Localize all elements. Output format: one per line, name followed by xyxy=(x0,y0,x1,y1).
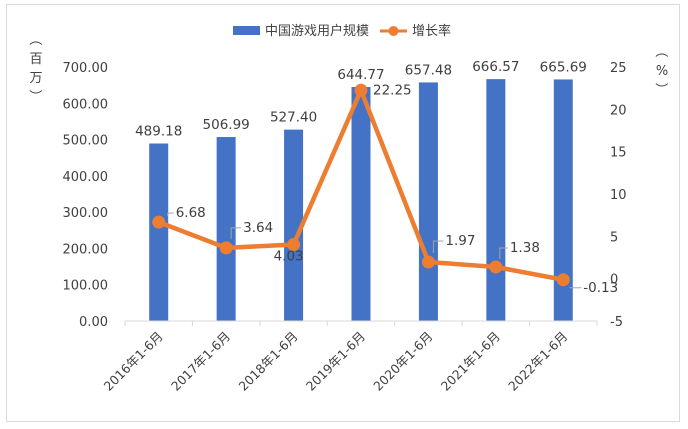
growth-point xyxy=(287,238,301,252)
growth-point xyxy=(489,260,503,274)
bar-value-label: 666.57 xyxy=(472,59,519,75)
right-tick-label: 25 xyxy=(610,61,627,76)
legend: 中国游戏用户规模 增长率 xyxy=(233,23,451,39)
bar-value-label: 644.77 xyxy=(337,67,384,83)
growth-value-label: -0.13 xyxy=(583,280,618,296)
left-tick-label: 300.00 xyxy=(63,206,109,221)
bar xyxy=(418,82,438,322)
left-tick-label: 100.00 xyxy=(63,279,109,294)
legend-line-label: 增长率 xyxy=(412,23,451,39)
growth-point xyxy=(556,273,570,287)
left-tick-label: 0.00 xyxy=(79,315,108,330)
growth-line xyxy=(152,83,570,287)
left-axis-title-char: ） xyxy=(27,89,42,102)
bars xyxy=(149,79,573,322)
legend-bar-swatch xyxy=(233,26,260,35)
right-tick-label: 5 xyxy=(610,230,618,245)
right-tick-label: 0 xyxy=(610,273,618,288)
growth-value-label: 3.64 xyxy=(243,220,273,236)
legend-line-marker xyxy=(388,26,399,36)
growth-value-label: 1.38 xyxy=(510,240,540,256)
right-tick-label: 10 xyxy=(610,188,627,203)
category-label: 2018年1-6月 xyxy=(235,329,300,394)
growth-value-label: 22.25 xyxy=(373,82,412,98)
right-axis-title-char: % xyxy=(656,64,668,79)
x-axis: 2016年1-6月 2017年1-6月 2018年1-6月 2019年1-6月 2020… xyxy=(101,320,598,394)
bar-value-label: 657.48 xyxy=(405,62,452,78)
growth-point xyxy=(219,241,233,255)
bar xyxy=(284,129,304,321)
bar-value-label: 665.69 xyxy=(540,59,587,75)
right-tick-label: -5 xyxy=(610,315,623,330)
growth-label-leader xyxy=(432,240,444,253)
category-label: 2016年1-6月 xyxy=(101,329,166,394)
category-label: 2017年1-6月 xyxy=(168,329,233,394)
right-tick-label: 20 xyxy=(610,103,627,118)
category-label: 2019年1-6月 xyxy=(303,329,368,394)
data-labels: 489.18 506.99 527.40 644.77 657.48 666.57 665.… xyxy=(135,59,618,296)
category-label: 2020年1-6月 xyxy=(370,329,435,394)
growth-value-label: 4.03 xyxy=(274,249,304,265)
bar xyxy=(553,79,573,321)
left-tick-label: 400.00 xyxy=(63,170,109,185)
growth-label-leader xyxy=(499,247,508,259)
growth-label-leader xyxy=(167,212,174,217)
right-axis-title-char: （ xyxy=(653,44,668,57)
bar xyxy=(149,143,169,321)
category-label: 2022年1-6月 xyxy=(505,329,570,394)
bar-value-label: 489.18 xyxy=(135,123,182,139)
left-axis-title-char: 百 xyxy=(29,52,42,67)
growth-label-leader xyxy=(230,227,242,239)
growth-point xyxy=(152,215,166,229)
left-axis-title-char: 万 xyxy=(29,71,42,86)
bar-value-label: 506.99 xyxy=(203,117,250,133)
right-axis: -5 0 5 10 15 20 25 （% ） xyxy=(610,44,668,330)
bar xyxy=(351,87,371,321)
growth-value-label: 1.97 xyxy=(445,233,475,249)
growth-point xyxy=(354,83,368,97)
growth-point xyxy=(421,255,435,269)
left-axis-title-char: （ xyxy=(27,32,42,45)
bar xyxy=(486,79,506,322)
legend-bar-label: 中国游戏用户规模 xyxy=(265,23,369,39)
left-tick-label: 700.00 xyxy=(63,61,109,76)
right-tick-label: 15 xyxy=(610,146,627,161)
left-tick-label: 600.00 xyxy=(63,97,109,112)
right-axis-title-char: ） xyxy=(653,82,668,95)
category-label: 2021年1-6月 xyxy=(438,329,503,394)
left-tick-label: 200.00 xyxy=(63,242,109,257)
bar xyxy=(216,137,236,321)
left-tick-label: 500.00 xyxy=(63,134,109,149)
bar-value-label: 527.40 xyxy=(270,110,317,126)
growth-value-label: 6.68 xyxy=(176,205,206,221)
left-axis: 0.00 100.00 200.00 300.00 400.00 500.00 600.00… xyxy=(27,32,108,330)
